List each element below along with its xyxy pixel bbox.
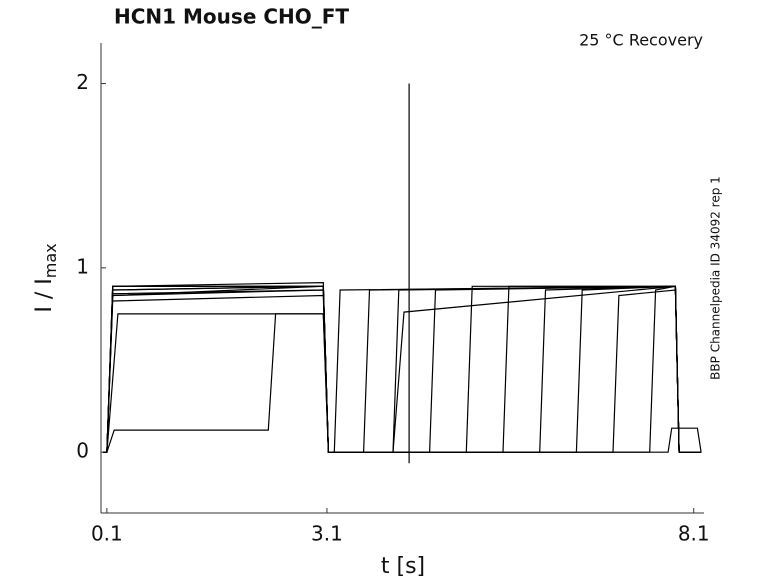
side-text: BBP Channelpedia ID 34092 rep 1 <box>709 176 723 380</box>
y-axis-label-main: I / I <box>32 278 57 312</box>
y-tick-label: 1 <box>76 254 89 278</box>
trace <box>103 281 702 453</box>
y-tick-label: 2 <box>76 70 89 94</box>
y-tick-label: 0 <box>76 439 89 463</box>
trace <box>103 285 702 453</box>
x-tick-label: 0.1 <box>91 522 123 546</box>
y-axis-label-sub: max <box>41 243 60 278</box>
y-axis-label: I / Imax <box>32 243 60 312</box>
x-axis-label: t [s] <box>381 554 425 579</box>
trace <box>103 285 702 453</box>
trace <box>103 285 702 453</box>
x-tick-label: 3.1 <box>311 522 343 546</box>
annotation: 25 °C Recovery <box>579 31 703 50</box>
trace <box>103 285 702 453</box>
trace <box>103 285 702 453</box>
chart-title: HCN1 Mouse CHO_FT <box>114 5 349 29</box>
trace <box>103 285 702 453</box>
trace <box>103 285 702 453</box>
trace <box>103 285 702 453</box>
trace <box>103 285 702 453</box>
x-tick-label: 8.1 <box>678 522 710 546</box>
trace <box>103 313 702 453</box>
